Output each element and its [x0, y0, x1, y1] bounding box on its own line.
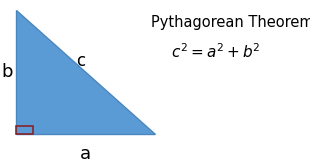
Polygon shape	[16, 10, 155, 134]
Text: b: b	[2, 63, 13, 81]
Text: $c^2 = a^2 + b^2$: $c^2 = a^2 + b^2$	[170, 42, 260, 60]
Text: Pythagorean Theorem: Pythagorean Theorem	[151, 15, 310, 30]
Text: a: a	[80, 145, 91, 160]
Text: c: c	[76, 52, 85, 70]
Bar	[16, 126, 33, 134]
